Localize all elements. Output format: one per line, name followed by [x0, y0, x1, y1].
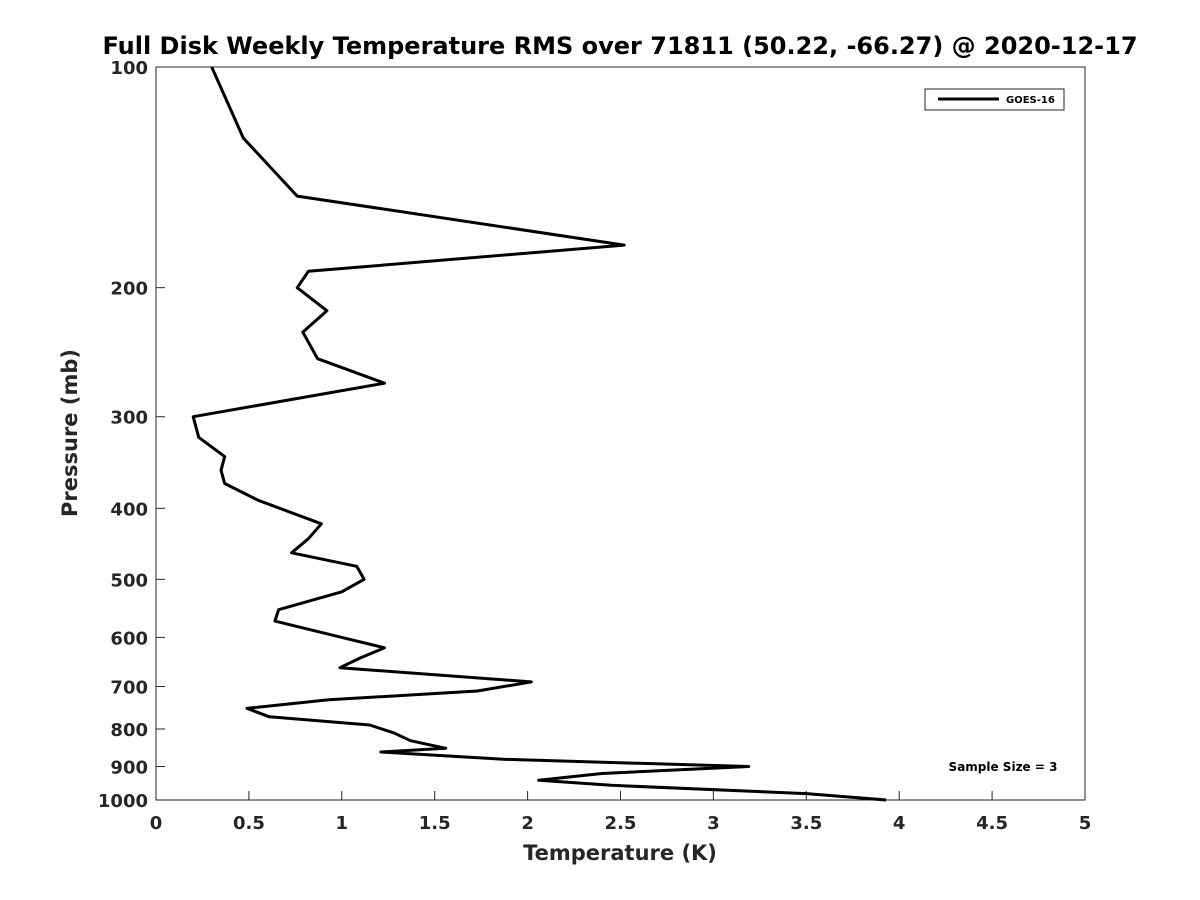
x-tick-label: 5: [1079, 813, 1092, 834]
x-tick-label: 3.5: [790, 813, 822, 834]
series-layer: [191, 66, 887, 802]
x-tick-label: 4.5: [976, 813, 1008, 834]
y-axis-ticks: 100 200 300 400 500 600 700 800 900 1000: [98, 58, 165, 812]
x-axis-label: Temperature (K): [523, 841, 717, 865]
x-tick-label: 3: [707, 813, 720, 834]
sample-size-annotation: Sample Size = 3: [949, 760, 1058, 774]
y-tick-label: 500: [110, 570, 148, 591]
plot-area: [155, 66, 1086, 801]
y-tick-label: 200: [110, 279, 148, 300]
y-tick-label: 900: [110, 757, 148, 778]
x-tick-label: 4: [893, 813, 906, 834]
chart-title: Full Disk Weekly Temperature RMS over 71…: [102, 32, 1137, 60]
y-axis-label: Pressure (mb): [58, 349, 82, 517]
legend: GOES-16: [924, 88, 1065, 111]
y-tick-label: 1000: [98, 791, 148, 812]
legend-entry: GOES-16: [1006, 95, 1055, 106]
x-tick-label: 1.5: [419, 813, 451, 834]
y-tick-label: 800: [110, 720, 148, 741]
x-tick-label: 1: [336, 813, 349, 834]
y-tick-label: 400: [110, 499, 148, 520]
y-tick-label: 600: [110, 628, 148, 649]
y-tick-label: 300: [110, 408, 148, 429]
series-line-goes-16: [191, 66, 887, 802]
x-tick-label: 2: [521, 813, 534, 834]
y-tick-label: 700: [110, 677, 148, 698]
y-tick-label: 100: [110, 58, 148, 79]
x-tick-label: 0.5: [233, 813, 265, 834]
x-tick-label: 0: [150, 813, 163, 834]
axes: [155, 66, 1086, 801]
x-axis-ticks: 0 0.5 1 1.5 2 2.5 3 3.5 4 4.5 5: [150, 791, 1092, 834]
x-tick-label: 2.5: [605, 813, 637, 834]
